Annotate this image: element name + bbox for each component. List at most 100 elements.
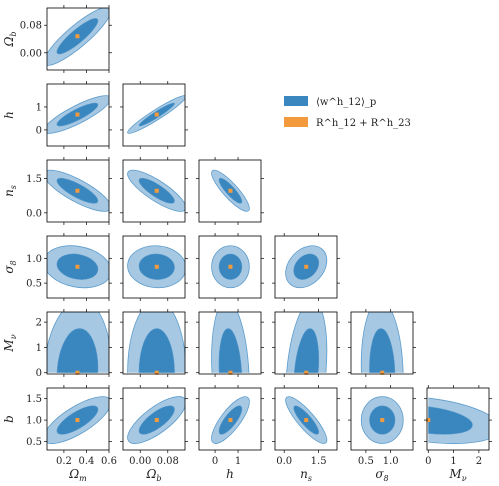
- panel-Ob-vs-Om: 0.00 0.08: [20, 5, 112, 73]
- xlabel-s8-sub: 8: [384, 474, 389, 483]
- panel-Mnu-vs-ns: [272, 309, 340, 377]
- legend: ⟨w^h_12⟩_p R^h_12 + R^h_23: [284, 96, 411, 129]
- xlabel-Mnu: Mν: [448, 467, 466, 483]
- panel-ns-vs-Om-frame: [46, 159, 110, 223]
- ylabel-ns-main: n: [2, 189, 16, 197]
- ytick-label-h-1: 1: [36, 102, 42, 113]
- ylabel-Ob-sub: b: [9, 31, 18, 36]
- panel-s8-vs-Om: 0.5 1.0: [26, 233, 112, 301]
- xlabel-Mnu-main: M: [448, 467, 462, 481]
- ytick-label-Mnu-1: 1: [36, 343, 42, 354]
- xtick-label-Mnu-0: 0: [425, 456, 431, 467]
- ylabel-h: h: [2, 111, 16, 119]
- panel-h-vs-Ob: [120, 81, 188, 149]
- ylabel-s8-main: σ: [2, 265, 16, 274]
- ytick-label-ns-0: 0.0: [26, 208, 42, 219]
- panel-s8-vs-ns-frame: [274, 235, 338, 299]
- panel-b-vs-Ob: 0.00 0.08: [120, 385, 188, 467]
- panel-Mnu-vs-Om-contour-1sigma: [56, 328, 99, 373]
- ytick-label-Mnu-2: 2: [36, 318, 42, 329]
- ylabel-b: b: [2, 415, 16, 423]
- panel-s8-vs-Ob-frame: [122, 235, 186, 299]
- panel-Mnu-vs-ns-contour-2sigma: [285, 312, 328, 373]
- panel-Mnu-vs-Om-contours: [47, 312, 109, 373]
- panel-b-vs-s8-frame: [350, 387, 414, 451]
- xlabel-Ob: Ωb: [145, 467, 161, 483]
- ylabel-s8: σ8: [2, 260, 18, 273]
- xtick-label-Mnu-2: 2: [476, 456, 482, 467]
- xtick-label-h-0: 0: [212, 456, 218, 467]
- panel-b-vs-Mnu-frame: [426, 387, 490, 451]
- xtick-label-Om-2: 0.6: [101, 456, 117, 467]
- ylabel-h-main: h: [2, 111, 16, 119]
- xtick-label-s8-0: 0.5: [358, 456, 374, 467]
- panel-h-vs-Ob-fiducial-point: [154, 112, 159, 117]
- xtick-label-Mnu-1: 1: [450, 456, 456, 467]
- panel-b-vs-ns-frame: [274, 387, 338, 451]
- xlabel-Ob-main: Ω: [145, 467, 156, 481]
- ylabel-Mnu: Mν: [2, 334, 18, 352]
- panel-Mnu-vs-Ob-fiducial-point: [154, 370, 159, 375]
- panel-Mnu-vs-s8-frame: [350, 311, 414, 375]
- xlabel-Ob-sub: b: [156, 474, 161, 483]
- xtick-label-Ob-1: 0.08: [157, 456, 179, 467]
- panel-Mnu-vs-h-fiducial-point: [228, 370, 233, 375]
- panel-Mnu-vs-h-frame: [198, 311, 262, 375]
- panel-b-vs-Mnu: 0 1 2: [424, 385, 492, 467]
- xlabel-s8-main: σ: [375, 467, 384, 481]
- panel-Mnu-vs-Ob: [120, 309, 188, 377]
- panel-b-vs-Om-fiducial-point: [75, 418, 80, 423]
- ylabel-Ob-main: Ω: [2, 37, 16, 48]
- xlabel-Om-main: Ω: [68, 467, 79, 481]
- panel-Mnu-vs-Om-fiducial-point: [75, 370, 80, 375]
- ylabel-Mnu-main: M: [2, 339, 16, 353]
- panel-s8-vs-h: [196, 233, 264, 301]
- panel-Mnu-vs-s8-fiducial-point: [380, 370, 385, 375]
- panel-Mnu-vs-Om-contour-2sigma: [47, 312, 109, 373]
- legend-swatch-wh12: [284, 96, 308, 106]
- xlabel-ns-main: n: [300, 467, 308, 481]
- panel-Mnu-vs-Om-frame: [46, 311, 110, 375]
- ylabel-ns: ns: [2, 185, 18, 197]
- ytick-label-Mnu-0: 0: [36, 368, 42, 379]
- ylabel-Mnu-sub: ν: [9, 334, 18, 339]
- xlabel-h: h: [226, 467, 234, 481]
- panel-h-vs-Om: 01: [36, 81, 112, 149]
- panel-Mnu-vs-ns-frame: [274, 311, 338, 375]
- panel-s8-vs-h-frame: [198, 235, 262, 299]
- panel-Mnu-vs-ns-fiducial-point: [304, 370, 309, 375]
- xtick-label-ns-0: 0.0: [276, 456, 292, 467]
- xtick-label-ns-1: 1.5: [311, 456, 327, 467]
- panel-ns-vs-Ob-frame: [122, 159, 186, 223]
- panel-Mnu-vs-Ob-frame: [122, 311, 186, 375]
- panel-Mnu-vs-Om: 0 1 2: [36, 309, 112, 379]
- panel-s8-vs-ns-fiducial-point: [304, 264, 309, 269]
- panel-ns-vs-Om-fiducial-point: [75, 188, 80, 193]
- xtick-label-Om-1: 0.4: [79, 456, 95, 467]
- panel-h-vs-Om-frame: [46, 83, 110, 147]
- panel-b-vs-h-fiducial-point: [228, 418, 233, 423]
- ytick-label-Ob-1: 0.08: [20, 21, 42, 32]
- panel-ns-vs-h: [196, 157, 264, 225]
- panel-b-vs-Om: 0.5 1.0 1.5 0.2 0.4 0.6: [26, 385, 117, 467]
- ylabel-s8-sub: 8: [9, 260, 18, 265]
- ylabel-ns-sub: s: [9, 185, 18, 189]
- panel-Ob-vs-Om-frame: [46, 7, 110, 71]
- ytick-label-s8-1: 1.0: [26, 254, 42, 265]
- legend-label-Rh12-Rh23: R^h_12 + R^h_23: [316, 118, 411, 129]
- xlabel-h-main: h: [226, 467, 234, 481]
- panel-b-vs-Om-frame: [46, 387, 110, 451]
- panel-b-vs-s8-fiducial-point: [380, 418, 385, 423]
- xlabel-Mnu-sub: ν: [462, 474, 467, 483]
- panel-ns-vs-Ob: [120, 157, 188, 225]
- panel-Mnu-vs-s8-contour-2sigma: [360, 312, 404, 373]
- panel-s8-vs-ns: [272, 233, 340, 301]
- panel-Mnu-vs-h-contour-1sigma: [218, 328, 243, 373]
- panel-Ob-vs-Om-fiducial-point: [75, 34, 80, 39]
- panel-b-vs-ns-fiducial-point: [304, 418, 309, 423]
- xtick-label-Om-0: 0.2: [56, 456, 72, 467]
- ytick-label-s8-0: 0.5: [26, 279, 42, 290]
- panel-Mnu-vs-Ob-contour-1sigma: [138, 328, 175, 373]
